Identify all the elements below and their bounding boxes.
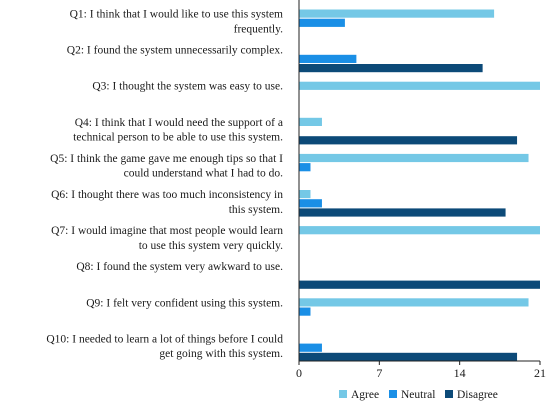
question-label-line: Q1: I think that I would like to use thi… — [70, 9, 283, 21]
bar-neutral-q9 — [299, 307, 311, 316]
question-label-line: this system. — [229, 204, 283, 216]
bar-disagree-q2 — [299, 64, 483, 73]
question-label-line: Q8: I found the system very awkward to u… — [76, 261, 283, 273]
x-tick-label: 7 — [376, 366, 382, 380]
question-labels: Q1: I think that I would like to use thi… — [46, 9, 283, 361]
bar-neutral-q5 — [299, 163, 311, 172]
bar-agree-q3 — [299, 81, 540, 90]
bar-agree-q5 — [299, 153, 529, 163]
bar-neutral-q2 — [299, 54, 357, 63]
question-label-line: could understand what I had to do. — [124, 168, 283, 180]
question-label-line: Q3: I thought the system was easy to use… — [92, 81, 283, 93]
question-label-q5: Q5: I think the game gave me enough tips… — [50, 153, 283, 180]
bar-agree-q9 — [299, 298, 529, 307]
question-label-line: Q10: I needed to learn a lot of things b… — [46, 333, 283, 345]
x-tick-label: 14 — [454, 366, 466, 380]
question-label-line: to use this system very quickly. — [139, 240, 283, 252]
legend-label-neutral: Neutral — [401, 389, 435, 401]
question-label-q2: Q2: I found the system unnecessarily com… — [67, 45, 283, 57]
bar-agree-q1 — [299, 9, 495, 18]
question-label-q10: Q10: I needed to learn a lot of things b… — [46, 333, 283, 360]
question-label-line: technical person to be able to use this … — [73, 132, 283, 144]
bar-neutral-q6 — [299, 199, 322, 208]
legend-swatch-neutral — [389, 390, 397, 398]
question-label-line: Q9: I felt very confident using this sys… — [86, 297, 283, 309]
legend-label-disagree: Disagree — [457, 389, 498, 401]
question-label-line: Q6: I thought there was too much inconsi… — [51, 189, 283, 201]
question-label-q9: Q9: I felt very confident using this sys… — [86, 297, 283, 309]
question-label-line: Q7: I would imagine that most people wou… — [51, 225, 283, 237]
bar-neutral-q10 — [299, 343, 322, 352]
bar-disagree-q10 — [299, 352, 518, 361]
question-label-line: Q2: I found the system unnecessarily com… — [67, 45, 283, 57]
x-tick-label: 0 — [296, 366, 302, 380]
question-label-line: frequently. — [234, 23, 284, 35]
bar-agree-q4 — [299, 117, 322, 126]
legend: Agree Neutral Disagree — [339, 389, 498, 401]
question-label-line: Q5: I think the game gave me enough tips… — [50, 153, 283, 165]
bar-disagree-q4 — [299, 136, 518, 145]
question-label-q7: Q7: I would imagine that most people wou… — [51, 225, 283, 252]
question-label-q6: Q6: I thought there was too much inconsi… — [51, 189, 283, 216]
question-label-line: Q4: I think that I would need the suppor… — [75, 117, 283, 129]
question-label-q4: Q4: I think that I would need the suppor… — [73, 117, 283, 144]
legend-label-agree: Agree — [351, 389, 379, 401]
bars-group — [299, 9, 540, 361]
bar-disagree-q8 — [299, 280, 540, 289]
bar-agree-q7 — [299, 226, 540, 235]
question-label-q3: Q3: I thought the system was easy to use… — [92, 81, 283, 93]
legend-swatch-agree — [339, 390, 347, 398]
x-axis: 0 7 14 21 — [296, 0, 546, 380]
legend-swatch-disagree — [445, 390, 453, 398]
bar-neutral-q1 — [299, 18, 345, 27]
question-label-q8: Q8: I found the system very awkward to u… — [76, 261, 283, 273]
question-label-line: get going with this system. — [159, 348, 283, 360]
x-tick-label: 21 — [534, 366, 546, 380]
bar-agree-q6 — [299, 190, 311, 199]
question-label-q1: Q1: I think that I would like to use thi… — [70, 9, 283, 36]
bar-disagree-q6 — [299, 208, 506, 217]
